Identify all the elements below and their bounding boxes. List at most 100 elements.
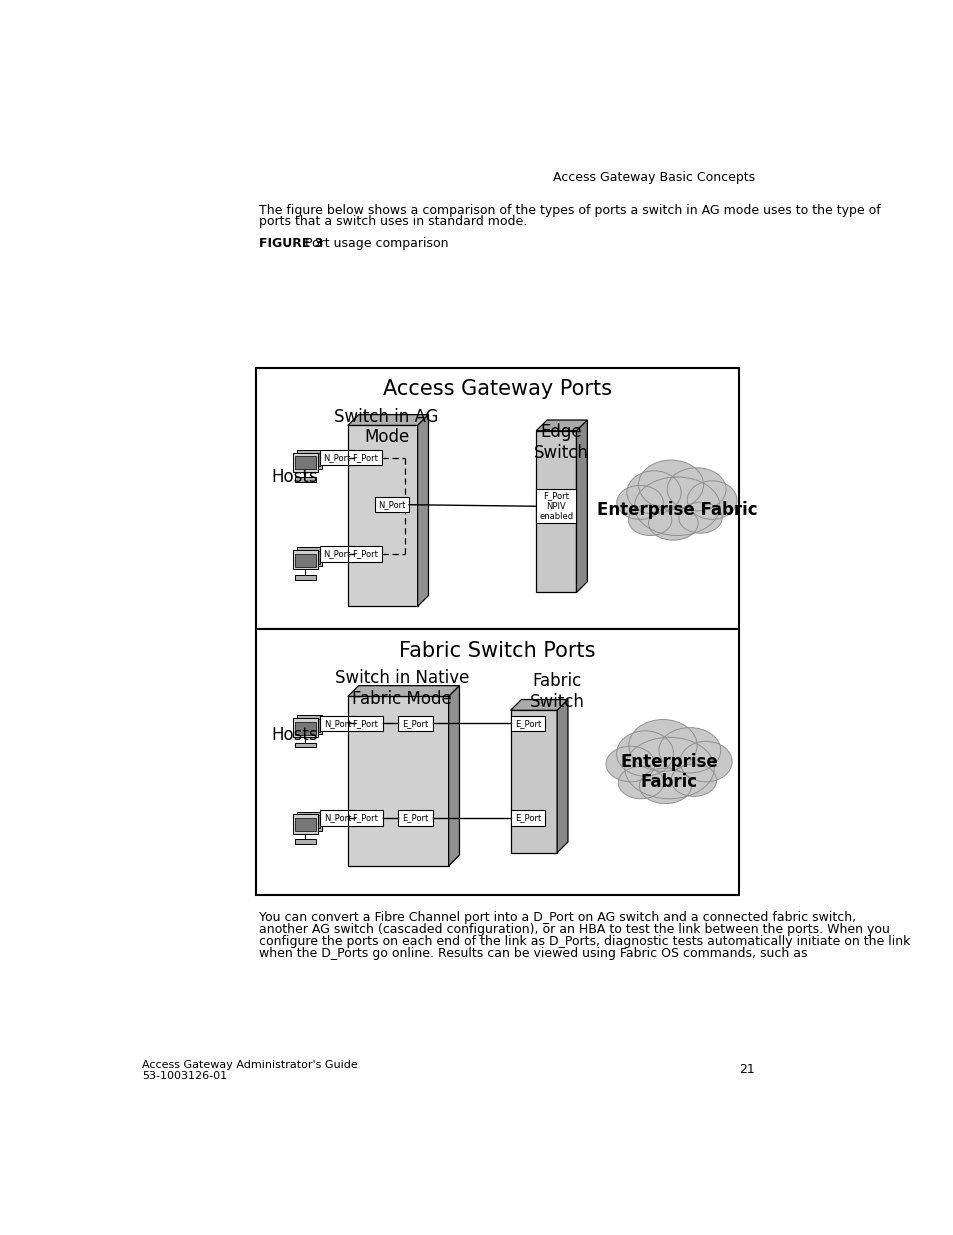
FancyBboxPatch shape [510,810,545,826]
FancyBboxPatch shape [299,719,319,732]
FancyBboxPatch shape [319,810,355,826]
Polygon shape [417,415,428,606]
FancyBboxPatch shape [536,489,576,524]
Text: ports that a switch uses in standard mode.: ports that a switch uses in standard mod… [258,215,526,228]
Ellipse shape [648,506,698,540]
FancyBboxPatch shape [294,576,315,579]
Polygon shape [510,710,557,852]
Ellipse shape [659,727,720,773]
FancyBboxPatch shape [294,743,315,747]
Ellipse shape [670,764,716,797]
FancyBboxPatch shape [293,719,317,737]
Ellipse shape [628,720,697,772]
Text: F_Port: F_Port [352,550,377,558]
FancyBboxPatch shape [294,840,315,844]
Text: F_Port
NPIV
enabled: F_Port NPIV enabled [538,492,573,521]
Text: N_Port: N_Port [378,500,405,509]
Text: another AG switch (cascaded configuration), or an HBA to test the link between t: another AG switch (cascaded configuratio… [258,923,889,936]
FancyBboxPatch shape [255,630,739,895]
FancyBboxPatch shape [348,450,381,466]
Text: You can convert a Fibre Channel port into a D_Port on AG switch and a connected : You can convert a Fibre Channel port int… [258,910,855,924]
Ellipse shape [617,485,662,520]
Text: Access Gateway Basic Concepts: Access Gateway Basic Concepts [552,172,754,184]
FancyBboxPatch shape [299,551,319,564]
FancyBboxPatch shape [348,546,381,562]
FancyBboxPatch shape [296,547,322,567]
Ellipse shape [686,480,736,520]
Polygon shape [557,699,567,852]
Text: F_Port: F_Port [352,453,377,462]
Ellipse shape [679,741,731,782]
Polygon shape [536,420,587,431]
Text: configure the ports on each end of the link as D_Ports, diagnostic tests automat: configure the ports on each end of the l… [258,935,909,948]
FancyBboxPatch shape [293,551,317,569]
Polygon shape [348,697,448,866]
Text: 21: 21 [739,1063,754,1076]
FancyBboxPatch shape [348,716,382,731]
Ellipse shape [639,768,691,804]
FancyBboxPatch shape [319,546,354,562]
FancyBboxPatch shape [296,715,322,735]
Text: The figure below shows a comparison of the types of ports a switch in AG mode us: The figure below shows a comparison of t… [258,204,880,216]
Text: Switch in AG
Mode: Switch in AG Mode [334,408,438,447]
Polygon shape [536,431,576,593]
FancyBboxPatch shape [294,818,315,831]
Text: Hosts: Hosts [271,726,317,743]
Text: 53-1003126-01: 53-1003126-01 [142,1071,228,1081]
FancyBboxPatch shape [319,450,354,466]
FancyBboxPatch shape [397,716,433,731]
FancyBboxPatch shape [299,815,319,829]
Text: Edge
Switch: Edge Switch [533,424,588,462]
FancyBboxPatch shape [293,814,317,834]
FancyBboxPatch shape [294,478,315,482]
Text: FIGURE 3: FIGURE 3 [258,237,323,249]
Text: Port usage comparison: Port usage comparison [301,237,449,249]
Polygon shape [510,699,567,710]
FancyBboxPatch shape [348,810,382,826]
FancyBboxPatch shape [299,453,319,467]
Polygon shape [348,415,428,425]
Text: Switch in Native
Fabric Mode: Switch in Native Fabric Mode [335,669,469,709]
Polygon shape [348,425,417,606]
Ellipse shape [666,468,725,511]
FancyBboxPatch shape [294,555,315,567]
FancyBboxPatch shape [296,811,322,831]
FancyBboxPatch shape [294,456,315,469]
Text: E_Port: E_Port [402,719,428,727]
Ellipse shape [638,461,703,509]
Text: N_Port: N_Port [323,550,351,558]
FancyBboxPatch shape [375,496,409,513]
Text: Enterprise
Fabric: Enterprise Fabric [620,752,718,792]
Text: when the D_Ports go online. Results can be viewed using Fabric OS commands, such: when the D_Ports go online. Results can … [258,947,806,961]
Text: F_Port: F_Port [352,719,377,727]
Text: Enterprise Fabric: Enterprise Fabric [597,501,757,519]
Text: N_Port: N_Port [323,453,351,462]
Ellipse shape [679,503,721,534]
FancyBboxPatch shape [319,716,355,731]
Text: N_Port: N_Port [323,719,351,727]
FancyBboxPatch shape [294,722,315,735]
Polygon shape [576,420,587,593]
Text: E_Port: E_Port [515,719,540,727]
Text: Hosts: Hosts [271,468,317,485]
Text: Fabric
Switch: Fabric Switch [529,672,584,710]
Polygon shape [448,685,459,866]
Text: Access Gateway Administrator's Guide: Access Gateway Administrator's Guide [142,1060,358,1070]
Text: F_Port: F_Port [352,814,377,823]
Polygon shape [348,685,459,697]
Text: Fabric Switch Ports: Fabric Switch Ports [398,641,595,661]
Text: E_Port: E_Port [515,814,540,823]
Text: N_Port: N_Port [323,814,351,823]
FancyBboxPatch shape [293,452,317,472]
Ellipse shape [626,471,680,514]
Ellipse shape [634,477,720,536]
Ellipse shape [605,746,654,782]
FancyBboxPatch shape [255,368,739,630]
Ellipse shape [618,767,663,799]
FancyBboxPatch shape [397,810,433,826]
FancyBboxPatch shape [296,450,322,468]
Text: E_Port: E_Port [402,814,428,823]
FancyBboxPatch shape [510,716,545,731]
Ellipse shape [624,737,714,799]
Ellipse shape [628,505,671,536]
